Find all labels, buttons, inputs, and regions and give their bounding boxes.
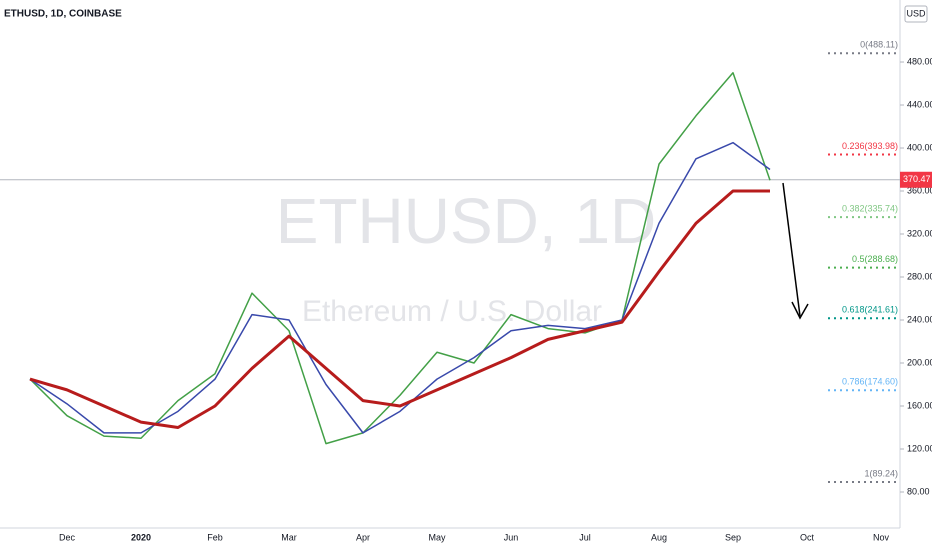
x-tick-label: 2020 xyxy=(131,532,151,542)
fib-label: 0.618(241.61) xyxy=(842,305,898,315)
x-tick-label: Apr xyxy=(356,532,370,542)
fib-label: 0.382(335.74) xyxy=(842,203,898,213)
x-tick-label: Sep xyxy=(725,532,741,542)
y-tick-label: 440.00 xyxy=(907,99,932,109)
last-price-box xyxy=(900,171,932,188)
x-tick-label: Aug xyxy=(651,532,667,542)
y-tick-label: 240.00 xyxy=(907,314,932,324)
y-tick-label: 320.00 xyxy=(907,228,932,238)
currency-box[interactable] xyxy=(904,5,928,23)
x-tick-label: May xyxy=(428,532,446,542)
x-tick-label: Mar xyxy=(281,532,297,542)
y-tick-label: 200.00 xyxy=(907,357,932,367)
watermark-description: Ethereum / U.S. Dollar xyxy=(302,295,602,328)
arrow-head xyxy=(791,301,809,320)
y-tick-label: 120.00 xyxy=(907,443,932,453)
symbol-header: ETHUSD, 1D, COINBASE xyxy=(4,9,122,20)
currency[interactable]: USD xyxy=(906,8,926,18)
x-tick-label: Jun xyxy=(504,532,519,542)
y-tick-label: 360.00 xyxy=(907,185,932,195)
y-tick-label: 480.00 xyxy=(907,56,932,66)
fib-label: 0.5(288.68) xyxy=(852,254,898,264)
y-tick-label: 280.00 xyxy=(907,271,932,281)
y-tick-label: 160.00 xyxy=(907,400,932,410)
x-tick-label: Jul xyxy=(579,532,591,542)
last-price-label: 370.47 xyxy=(903,174,931,184)
y-tick-label: 400.00 xyxy=(907,142,932,152)
x-tick-label: Nov xyxy=(873,532,890,542)
fib-label: 0.236(393.98) xyxy=(842,141,898,151)
watermark-symbol: ETHUSD, 1D xyxy=(276,185,657,257)
arrow xyxy=(782,182,809,320)
fib-label: 1(89.24) xyxy=(864,468,898,478)
fib-label: 0.786(174.60) xyxy=(842,377,898,387)
series-line xyxy=(29,141,771,434)
x-tick-label: Dec xyxy=(59,532,76,542)
x-tick-label: Feb xyxy=(207,532,223,542)
y-tick-label: 80.00 xyxy=(907,486,930,496)
series-line xyxy=(29,189,770,429)
fib-label: 0(488.11) xyxy=(860,40,898,50)
x-tick-label: Oct xyxy=(800,532,815,542)
arrow-shaft xyxy=(782,182,801,317)
